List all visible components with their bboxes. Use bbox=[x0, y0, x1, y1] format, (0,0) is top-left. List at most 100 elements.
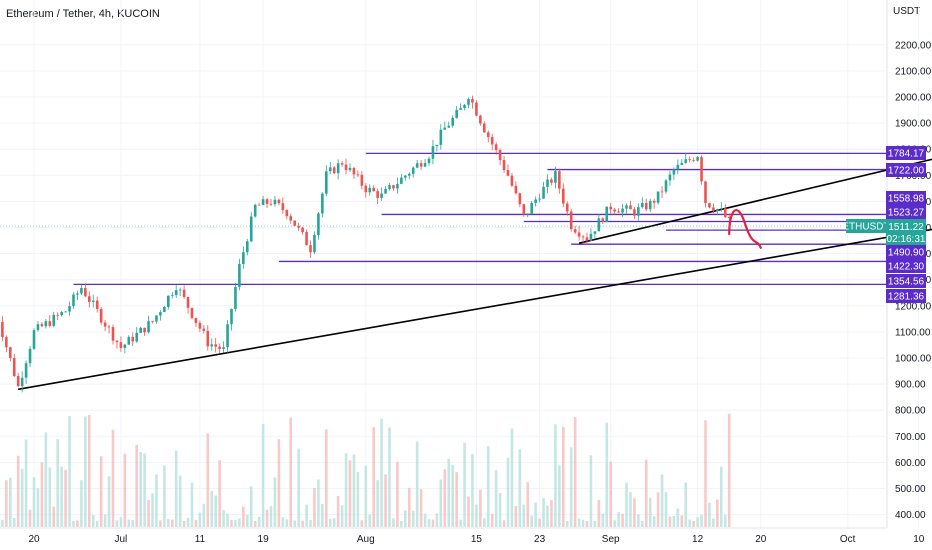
candle-body bbox=[198, 322, 202, 329]
candle-body bbox=[692, 159, 695, 161]
candle-body bbox=[170, 295, 174, 296]
candle-body bbox=[249, 216, 253, 242]
volume-bar bbox=[91, 515, 95, 527]
volume-bar bbox=[60, 466, 63, 527]
horizontal-levels[interactable] bbox=[73, 152, 887, 286]
price-tick-label: 1900.00 bbox=[895, 119, 932, 130]
candle-body bbox=[186, 297, 190, 308]
level-price-tag-label: 1281.36 bbox=[888, 292, 925, 303]
candle-body bbox=[91, 300, 95, 302]
candle-body bbox=[668, 174, 672, 181]
volume-bar bbox=[348, 460, 352, 527]
trendlines[interactable] bbox=[18, 153, 932, 391]
candle-body bbox=[214, 344, 217, 347]
candle-body bbox=[656, 191, 660, 203]
volume-bar bbox=[530, 515, 533, 527]
candle-body bbox=[5, 337, 8, 348]
candle-body bbox=[344, 164, 348, 171]
price-tags: 1784.17 1722.00 1558.98 1523.27 1490.90 1422.… bbox=[0, 146, 926, 303]
level-price-tag bbox=[886, 289, 926, 303]
level-price-tag bbox=[886, 245, 926, 259]
candle-body bbox=[380, 193, 383, 198]
volume-bar bbox=[585, 520, 589, 527]
candle-body bbox=[577, 232, 581, 237]
candle-body bbox=[490, 137, 494, 145]
volume-bar bbox=[360, 520, 364, 527]
volume-bar bbox=[514, 506, 518, 527]
candle-body bbox=[253, 204, 257, 217]
volume-bar bbox=[562, 426, 565, 527]
candle-body bbox=[80, 288, 83, 294]
candle-body bbox=[234, 286, 237, 310]
candle-body bbox=[621, 208, 624, 213]
candle-body bbox=[16, 375, 20, 387]
candle-body bbox=[704, 181, 707, 204]
candle-body bbox=[633, 209, 636, 216]
volume-bar bbox=[400, 520, 403, 527]
candle-body bbox=[680, 162, 684, 165]
candle-body bbox=[573, 229, 577, 233]
candle-body bbox=[447, 125, 451, 128]
volume-bar bbox=[88, 414, 91, 527]
time-tick-label: 19 bbox=[258, 534, 270, 545]
candle-body bbox=[384, 188, 387, 194]
candle-body bbox=[510, 175, 514, 186]
volume-bar bbox=[64, 469, 67, 527]
candle-body bbox=[273, 199, 277, 205]
candle-body bbox=[368, 187, 372, 193]
candle-body bbox=[44, 321, 48, 327]
candle-body bbox=[700, 157, 703, 182]
volume-bar bbox=[16, 455, 20, 527]
volume-bar bbox=[352, 454, 356, 527]
volume-bar bbox=[415, 441, 419, 527]
volume-bar bbox=[388, 427, 391, 527]
volume-bar bbox=[368, 514, 372, 527]
volume-bar bbox=[170, 519, 174, 527]
volume-bar bbox=[475, 504, 478, 527]
volume-bar bbox=[660, 474, 664, 527]
volume-bar bbox=[1, 519, 4, 527]
candle-body bbox=[131, 336, 135, 342]
candle-body bbox=[115, 340, 119, 343]
candle-body bbox=[56, 314, 59, 316]
volume-bar bbox=[242, 506, 245, 527]
candle-body bbox=[52, 314, 56, 326]
volume-bar bbox=[317, 479, 320, 527]
volume-bar bbox=[297, 448, 300, 527]
candle-body bbox=[569, 211, 573, 230]
candle-body bbox=[72, 294, 75, 307]
candle-body bbox=[475, 102, 478, 116]
price-tick-label: 2200.00 bbox=[895, 40, 932, 51]
time-axis[interactable]: 20 Jul 11 19 Aug 15 23 Sep 12 20 Oct 10 bbox=[0, 527, 925, 545]
candle-body bbox=[277, 199, 281, 204]
time-tick-label: Sep bbox=[602, 534, 620, 545]
candle-body bbox=[135, 332, 138, 342]
candle-body bbox=[443, 127, 447, 130]
volume-bar bbox=[471, 453, 474, 527]
volume-bar bbox=[52, 506, 56, 527]
volume-bar bbox=[712, 518, 715, 527]
volume-bar bbox=[688, 519, 691, 527]
volume-bar bbox=[684, 482, 688, 527]
candle-body bbox=[111, 327, 115, 341]
candle-body bbox=[1, 321, 4, 338]
volume-bar bbox=[305, 504, 308, 527]
candle-body bbox=[293, 220, 296, 226]
projection-path[interactable] bbox=[728, 208, 762, 249]
candle-body bbox=[309, 245, 312, 253]
candle-body bbox=[712, 207, 715, 211]
candle-body bbox=[60, 312, 63, 316]
volume-bar bbox=[526, 482, 530, 527]
volume-bar bbox=[40, 462, 44, 527]
price-tick-label: 700.00 bbox=[895, 432, 926, 443]
volume-bar bbox=[206, 433, 210, 527]
candle-body bbox=[64, 311, 67, 313]
candle-body bbox=[281, 203, 285, 211]
volume-bar bbox=[328, 518, 332, 527]
volume-bar bbox=[210, 490, 214, 527]
volume-bar bbox=[447, 458, 451, 527]
candle-body bbox=[261, 199, 265, 206]
volume-bar bbox=[20, 468, 24, 527]
volume-bar bbox=[617, 512, 620, 527]
